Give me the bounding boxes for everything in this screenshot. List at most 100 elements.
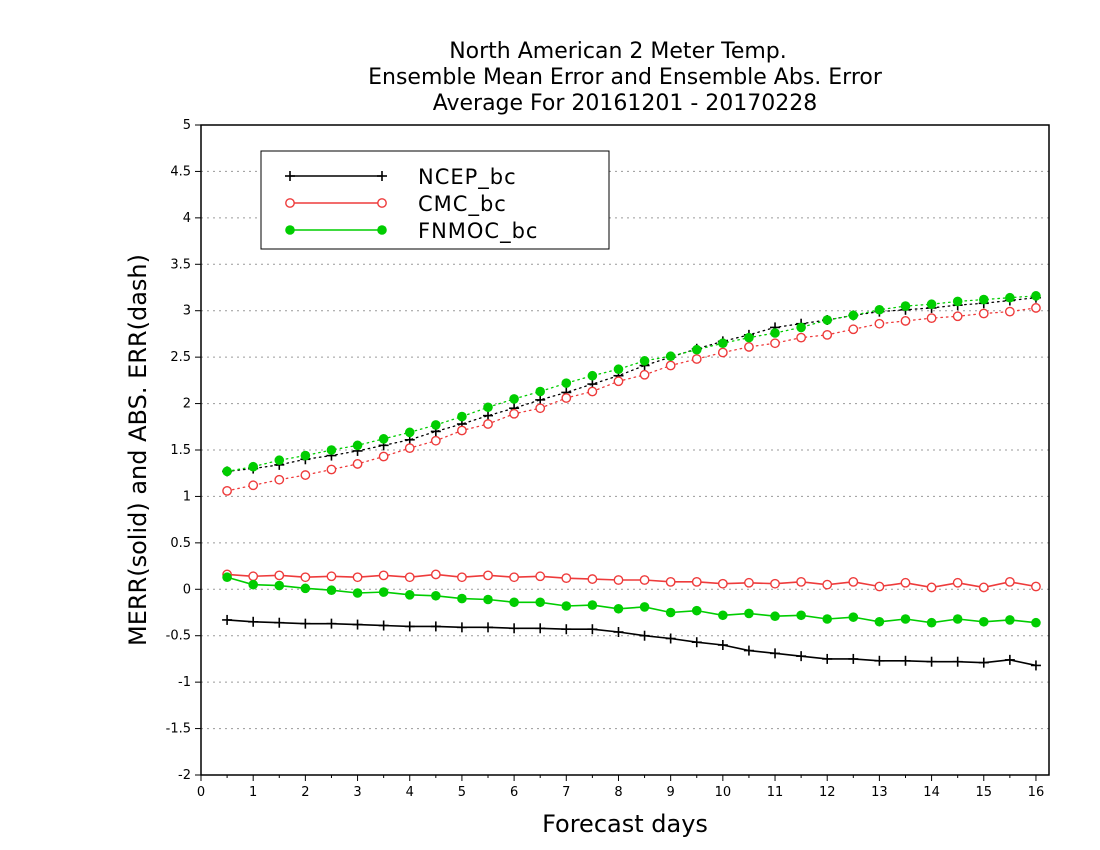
legend-marker [285,198,295,208]
x-tick-label: 10 [715,785,732,800]
legend-label: CMC_bc [418,192,507,217]
series-cmc-bc-merr-point [561,573,572,584]
x-tick-label: 3 [353,785,361,800]
series-cmc-bc-abs-err-point [535,403,546,414]
series-cmc-bc-abs-err-point [978,308,989,319]
x-tick-label: 0 [197,785,205,800]
series-fnmoc-bc-abs-err-point [1005,292,1015,303]
series-cmc-bc-merr-point [978,582,989,593]
series-cmc-bc-merr-point [613,575,624,585]
series-layer [222,291,1041,671]
series-ncep-bc-merr-point [874,655,885,666]
series-ncep-bc-abs-err-point [535,394,546,405]
series-fnmoc-bc-merr-point [352,588,363,598]
y-tick-label: -0.5 [166,629,191,644]
series-cmc-bc-abs-err-point [274,474,285,485]
series-cmc-bc-merr-point [509,572,520,583]
series-fnmoc-bc-abs-err-point [352,440,363,451]
y-tick-label: -1.5 [166,722,191,737]
series-ncep-bc-merr-point [978,657,989,668]
series-cmc-bc-abs-err-point [561,393,572,403]
series-cmc-bc-abs-err-point [900,316,911,326]
series-ncep-bc-merr-point [509,623,520,634]
series-fnmoc-bc-abs-err-point [978,294,989,305]
x-tick-label: 11 [767,785,784,800]
series-cmc-bc-merr-point [822,579,833,590]
series-fnmoc-bc-abs-err-point [744,332,754,343]
series-fnmoc-bc-merr-point [274,580,285,591]
legend-marker [377,171,387,181]
series-cmc-bc-merr-point [587,574,598,584]
series-cmc-bc-abs-err-point [222,485,232,496]
x-tick-label: 5 [458,785,466,800]
series-cmc-bc-merr-point [1004,576,1015,587]
series-cmc-bc-abs-err-line [226,307,1037,492]
series-cmc-bc-abs-err-point [639,369,650,380]
series-cmc-bc-abs-err-point [691,354,702,364]
series-fnmoc-bc-abs-err-point [691,344,702,355]
series-ncep-bc-merr-point [952,656,963,667]
series-ncep-bc-merr-point [326,618,337,629]
series-ncep-bc-merr-point [926,656,937,667]
series-fnmoc-bc-abs-err-point [587,370,598,381]
series-cmc-bc-merr-point [378,570,389,581]
series-fnmoc-bc-merr-point [848,612,859,622]
series-fnmoc-bc-abs-err-point [378,434,389,444]
series-fnmoc-bc-merr-point [796,610,806,621]
series-fnmoc-bc-merr-point [952,614,963,624]
series-fnmoc-bc-merr-point [613,603,624,614]
x-axis-label: Forecast days [542,810,708,838]
series-ncep-bc-merr-point [404,621,415,632]
series-cmc-bc-abs-err-point [248,480,259,491]
y-tick-label: 1.5 [170,443,191,458]
legend-label: FNMOC_bc [418,219,538,244]
y-tick-label: 4 [183,211,191,226]
y-tick-label: -1 [178,675,191,690]
series-ncep-bc-merr-point [743,645,754,656]
series-cmc-bc-abs-err-point [770,338,780,349]
series-ncep-bc-merr-point [796,651,807,662]
series-ncep-bc-merr-point [822,653,833,664]
series-ncep-bc-merr-point [535,623,546,634]
chart-title-line-1: North American 2 Meter Temp. [449,39,787,64]
series-fnmoc-bc-abs-err-point [639,356,650,366]
series-fnmoc-bc-merr-point [874,616,885,627]
series-cmc-bc-abs-err-point [926,313,937,324]
series-cmc-bc-abs-err-point [796,332,807,343]
series-fnmoc-bc-abs-err-point [535,386,545,397]
chart-title-line-2: Ensemble Mean Error and Ensemble Abs. Er… [368,65,883,90]
series-ncep-bc-merr-point [691,637,702,648]
series-cmc-bc-merr-point [717,578,728,589]
series-fnmoc-bc-abs-err-point [561,378,572,388]
series-fnmoc-bc-abs-err-point [952,296,963,307]
series-cmc-bc-abs-err-point [587,386,598,397]
series-fnmoc-bc-merr-point [744,608,754,619]
series-fnmoc-bc-merr-point [718,610,728,621]
y-tick-label: 0.5 [170,536,191,551]
series-ncep-bc-merr-point [300,618,311,629]
x-tick-label: 15 [975,785,992,800]
series-cmc-bc-merr-point [483,570,493,581]
series-ncep-bc-merr-point [274,617,285,628]
y-tick-label: 4.5 [170,164,191,179]
series-cmc-bc-merr-point [535,571,546,582]
y-tick-label: -2 [178,768,191,783]
series-fnmoc-bc-abs-err-point [874,304,885,315]
series-fnmoc-bc-abs-err-point [457,411,467,422]
series-cmc-bc-merr-point [665,576,676,587]
series-ncep-bc-merr-point [248,616,259,627]
series-ncep-bc-merr-point [639,630,650,641]
series-fnmoc-bc-merr-point [431,590,441,601]
series-ncep-bc-abs-err-point [483,410,494,421]
series-fnmoc-bc-merr-point [404,590,415,600]
series-fnmoc-bc-merr-point [326,585,337,596]
series-fnmoc-bc-merr-point [483,594,493,605]
series-cmc-bc-merr-point [404,572,415,583]
series-fnmoc-bc-abs-err-point [822,315,833,325]
series-fnmoc-bc-merr-point [587,600,598,610]
x-tick-label: 12 [819,785,836,800]
series-cmc-bc-merr-line [227,573,1037,589]
x-tick-label: 13 [871,785,888,800]
series-cmc-bc-merr-point [874,581,885,592]
